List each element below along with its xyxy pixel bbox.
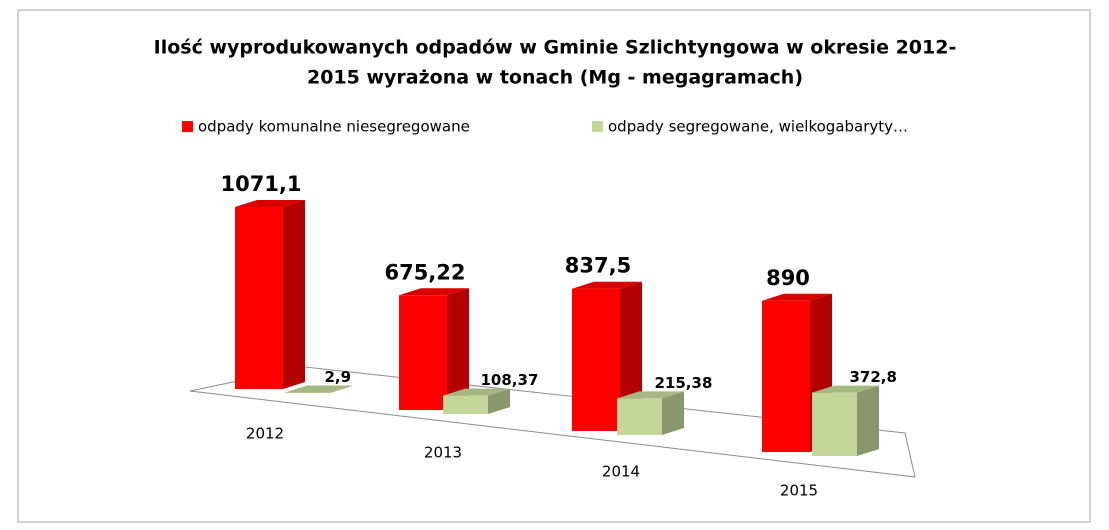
value-label: 890 bbox=[766, 266, 810, 290]
chart-title: Ilość wyprodukowanych odpadów w Gminie S… bbox=[154, 37, 957, 59]
bar-front bbox=[443, 396, 488, 414]
x-tick-label: 2012 bbox=[246, 425, 284, 443]
value-label: 675,22 bbox=[384, 260, 465, 284]
bar bbox=[235, 200, 305, 389]
value-label: 108,37 bbox=[481, 371, 539, 389]
value-label: 372,8 bbox=[850, 368, 897, 386]
x-tick-label: 2014 bbox=[602, 463, 640, 481]
bar-front bbox=[235, 207, 283, 389]
legend-label: odpady segregowane, wielkogabaryty… bbox=[608, 118, 908, 136]
value-label: 837,5 bbox=[565, 254, 631, 278]
legend-swatch bbox=[182, 121, 193, 132]
x-tick-label: 2015 bbox=[780, 482, 818, 500]
bar bbox=[812, 386, 879, 456]
bar-side bbox=[662, 391, 684, 435]
bar-front bbox=[812, 393, 857, 456]
value-label: 1071,1 bbox=[220, 172, 301, 196]
legend-swatch bbox=[592, 121, 603, 132]
bar-front bbox=[572, 289, 620, 431]
bar-front bbox=[762, 301, 810, 452]
bar-side bbox=[857, 386, 879, 456]
bar-front bbox=[399, 295, 447, 410]
legend-label: odpady komunalne niesegregowane bbox=[198, 118, 470, 136]
x-tick-label: 2013 bbox=[424, 444, 462, 462]
bar-front bbox=[617, 398, 662, 435]
value-label: 215,38 bbox=[655, 374, 713, 392]
chart-title: 2015 wyrażona w tonach (Mg - megagramach… bbox=[307, 67, 803, 89]
bar bbox=[443, 389, 510, 414]
bar bbox=[617, 391, 684, 435]
bar-side bbox=[283, 200, 305, 389]
value-label: 2,9 bbox=[325, 368, 352, 386]
